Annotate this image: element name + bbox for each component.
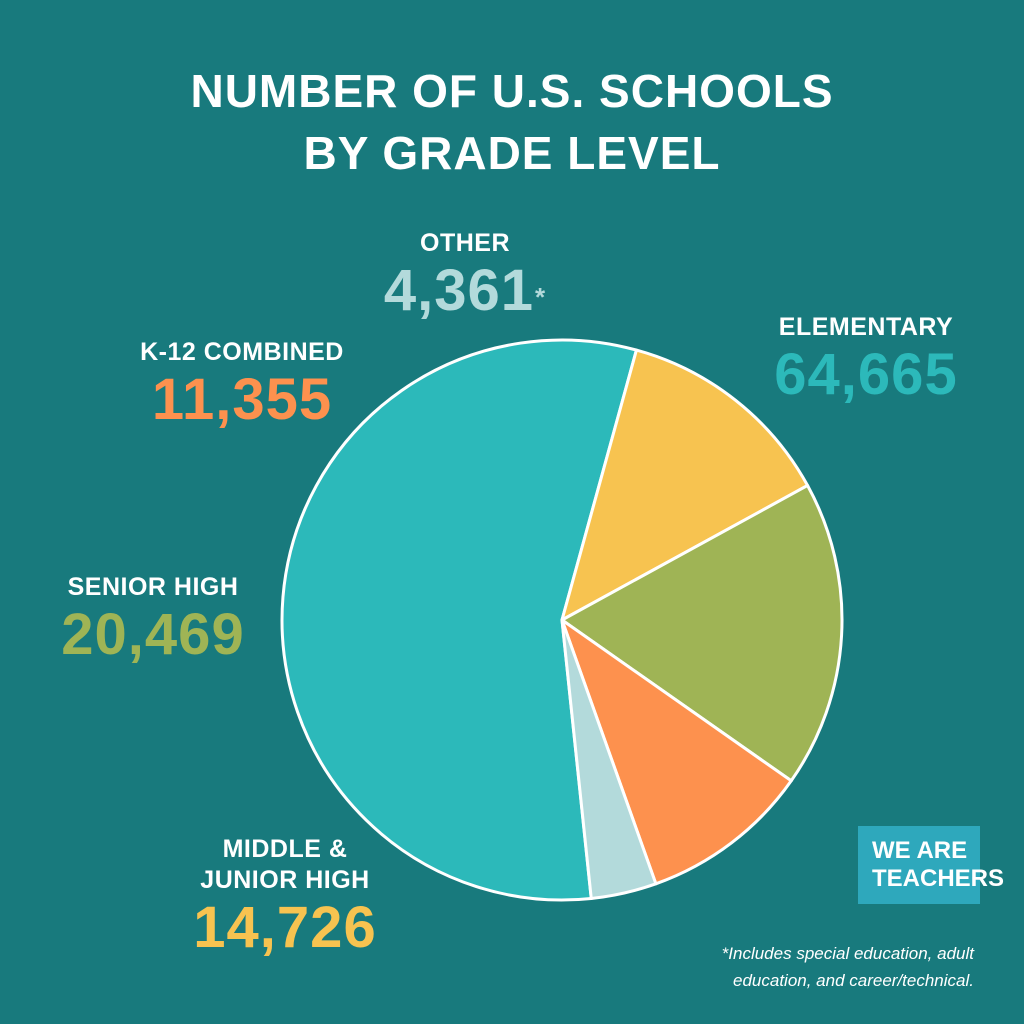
label-other-number: 4,361 (383, 258, 535, 323)
footnote: *Includes special education, adult educa… (554, 940, 974, 994)
footnote-line-2: education, and career/technical. (733, 971, 974, 990)
logo-line-2: TEACHERS (872, 865, 1005, 892)
pie-slice-senior-high (560, 483, 844, 783)
label-senior-high-value: 20,469 (61, 602, 245, 667)
label-other-name: OTHER (420, 229, 510, 257)
label-middle-junior-high: MIDDLE & JUNIOR HIGH 14,726 (185, 834, 385, 960)
label-senior-high: SENIOR HIGH 20,469 (48, 572, 258, 667)
pie-slice-middle-junior-high (560, 348, 810, 622)
chart-title-line-2: BY GRADE LEVEL (303, 127, 721, 179)
footnote-line-1: *Includes special education, adult (721, 944, 974, 963)
chart-title: NUMBER OF U.S. SCHOOLS BY GRADE LEVEL (0, 60, 1024, 184)
label-elementary-name: ELEMENTARY (778, 313, 954, 341)
label-middle-junior-high-value: 14,726 (193, 895, 377, 960)
label-k12-combined-name: K-12 COMBINED (140, 338, 344, 366)
label-other-footnote-mark: * (535, 282, 547, 312)
label-other: OTHER 4,361* (380, 228, 550, 323)
label-middle-junior-high-name-line-2: JUNIOR HIGH (200, 866, 370, 894)
pie-slice-other (560, 618, 658, 900)
label-elementary: ELEMENTARY 64,665 (766, 312, 966, 407)
pie-slice-k12-combined (560, 618, 793, 886)
label-senior-high-name: SENIOR HIGH (67, 573, 239, 601)
logo-line-1: WE ARE (872, 837, 968, 864)
label-k12-combined: K-12 COMBINED 11,355 (128, 337, 356, 432)
we-are-teachers-logo: WE ARE TEACHERS (858, 826, 1005, 904)
label-k12-combined-value: 11,355 (151, 367, 333, 432)
pie-slice-elementary (280, 338, 638, 902)
label-other-value: 4,361* (380, 259, 550, 323)
chart-title-line-1: NUMBER OF U.S. SCHOOLS (190, 65, 834, 117)
label-elementary-value: 64,665 (774, 342, 958, 407)
label-middle-junior-high-name-line-1: MIDDLE & (222, 835, 348, 863)
